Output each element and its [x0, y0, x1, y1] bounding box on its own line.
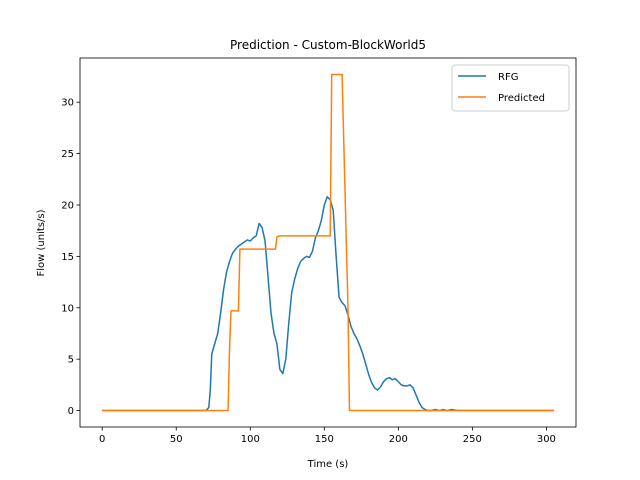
y-tick-label: 0 — [68, 406, 74, 417]
x-axis-label: Time (s) — [307, 459, 349, 470]
y-tick-label: 30 — [61, 98, 74, 109]
x-tick-label: 300 — [537, 434, 556, 445]
x-tick-label: 150 — [315, 434, 334, 445]
series-line-1 — [102, 73, 554, 412]
plot-area — [79, 57, 577, 428]
axes-frame — [79, 57, 577, 428]
x-tick-label: 0 — [99, 434, 105, 445]
y-axis-label: Flow (units/s) — [36, 209, 47, 276]
x-tick-label: 50 — [170, 434, 183, 445]
y-tick-label: 25 — [61, 149, 74, 160]
series-line-0 — [102, 196, 554, 412]
x-axis: 0 50 100 150 200 250 300 — [99, 427, 556, 445]
chart-title: Prediction - Custom-BlockWorld5 — [230, 38, 426, 52]
legend: RFG Predicted — [451, 64, 570, 112]
legend-label-0: RFG — [498, 72, 518, 83]
x-tick-label: 200 — [389, 434, 408, 445]
x-tick-label: 250 — [463, 434, 482, 445]
y-tick-label: 10 — [61, 303, 74, 314]
y-tick-label: 15 — [61, 252, 74, 263]
y-tick-label: 5 — [68, 355, 74, 366]
y-axis: 0 5 10 15 20 25 30 — [61, 98, 80, 417]
x-tick-label: 100 — [241, 434, 260, 445]
legend-label-1: Predicted — [498, 93, 545, 104]
y-tick-label: 20 — [61, 200, 74, 211]
